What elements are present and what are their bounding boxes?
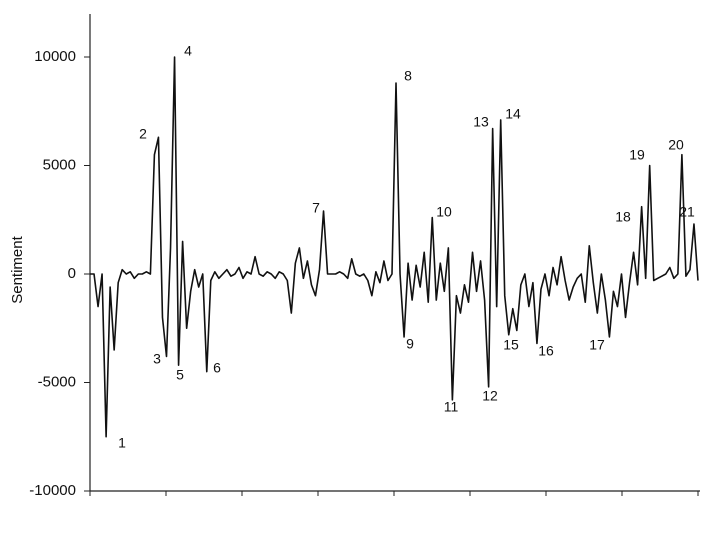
y-tick-label: -5000 (38, 373, 76, 390)
annotation: 4 (184, 43, 192, 59)
annotation: 8 (404, 68, 412, 84)
annotation: 11 (444, 399, 459, 415)
annotation: 15 (503, 337, 519, 353)
y-tick-label: 5000 (43, 156, 76, 173)
annotation: 18 (615, 209, 631, 225)
annotation: 13 (473, 114, 489, 130)
annotation: 14 (505, 106, 521, 122)
annotation: 1 (118, 435, 126, 451)
annotation: 5 (176, 367, 184, 383)
annotation: 20 (668, 137, 684, 153)
annotation: 6 (213, 360, 221, 376)
sentiment-line (90, 56, 699, 438)
annotation: 10 (436, 204, 452, 220)
annotation: 7 (312, 200, 320, 216)
y-axis-label: Sentiment (9, 235, 26, 303)
annotation: 17 (589, 337, 605, 353)
annotation: 21 (679, 204, 695, 220)
y-tick-label: 0 (68, 265, 76, 282)
y-tick-label: 10000 (34, 48, 76, 65)
annotation: 2 (139, 126, 147, 142)
annotation: 3 (153, 351, 161, 367)
annotation: 12 (482, 388, 498, 404)
y-tick-label: -10000 (29, 482, 76, 499)
annotation: 16 (538, 343, 554, 359)
annotation: 19 (629, 147, 645, 163)
annotation: 9 (406, 336, 414, 352)
